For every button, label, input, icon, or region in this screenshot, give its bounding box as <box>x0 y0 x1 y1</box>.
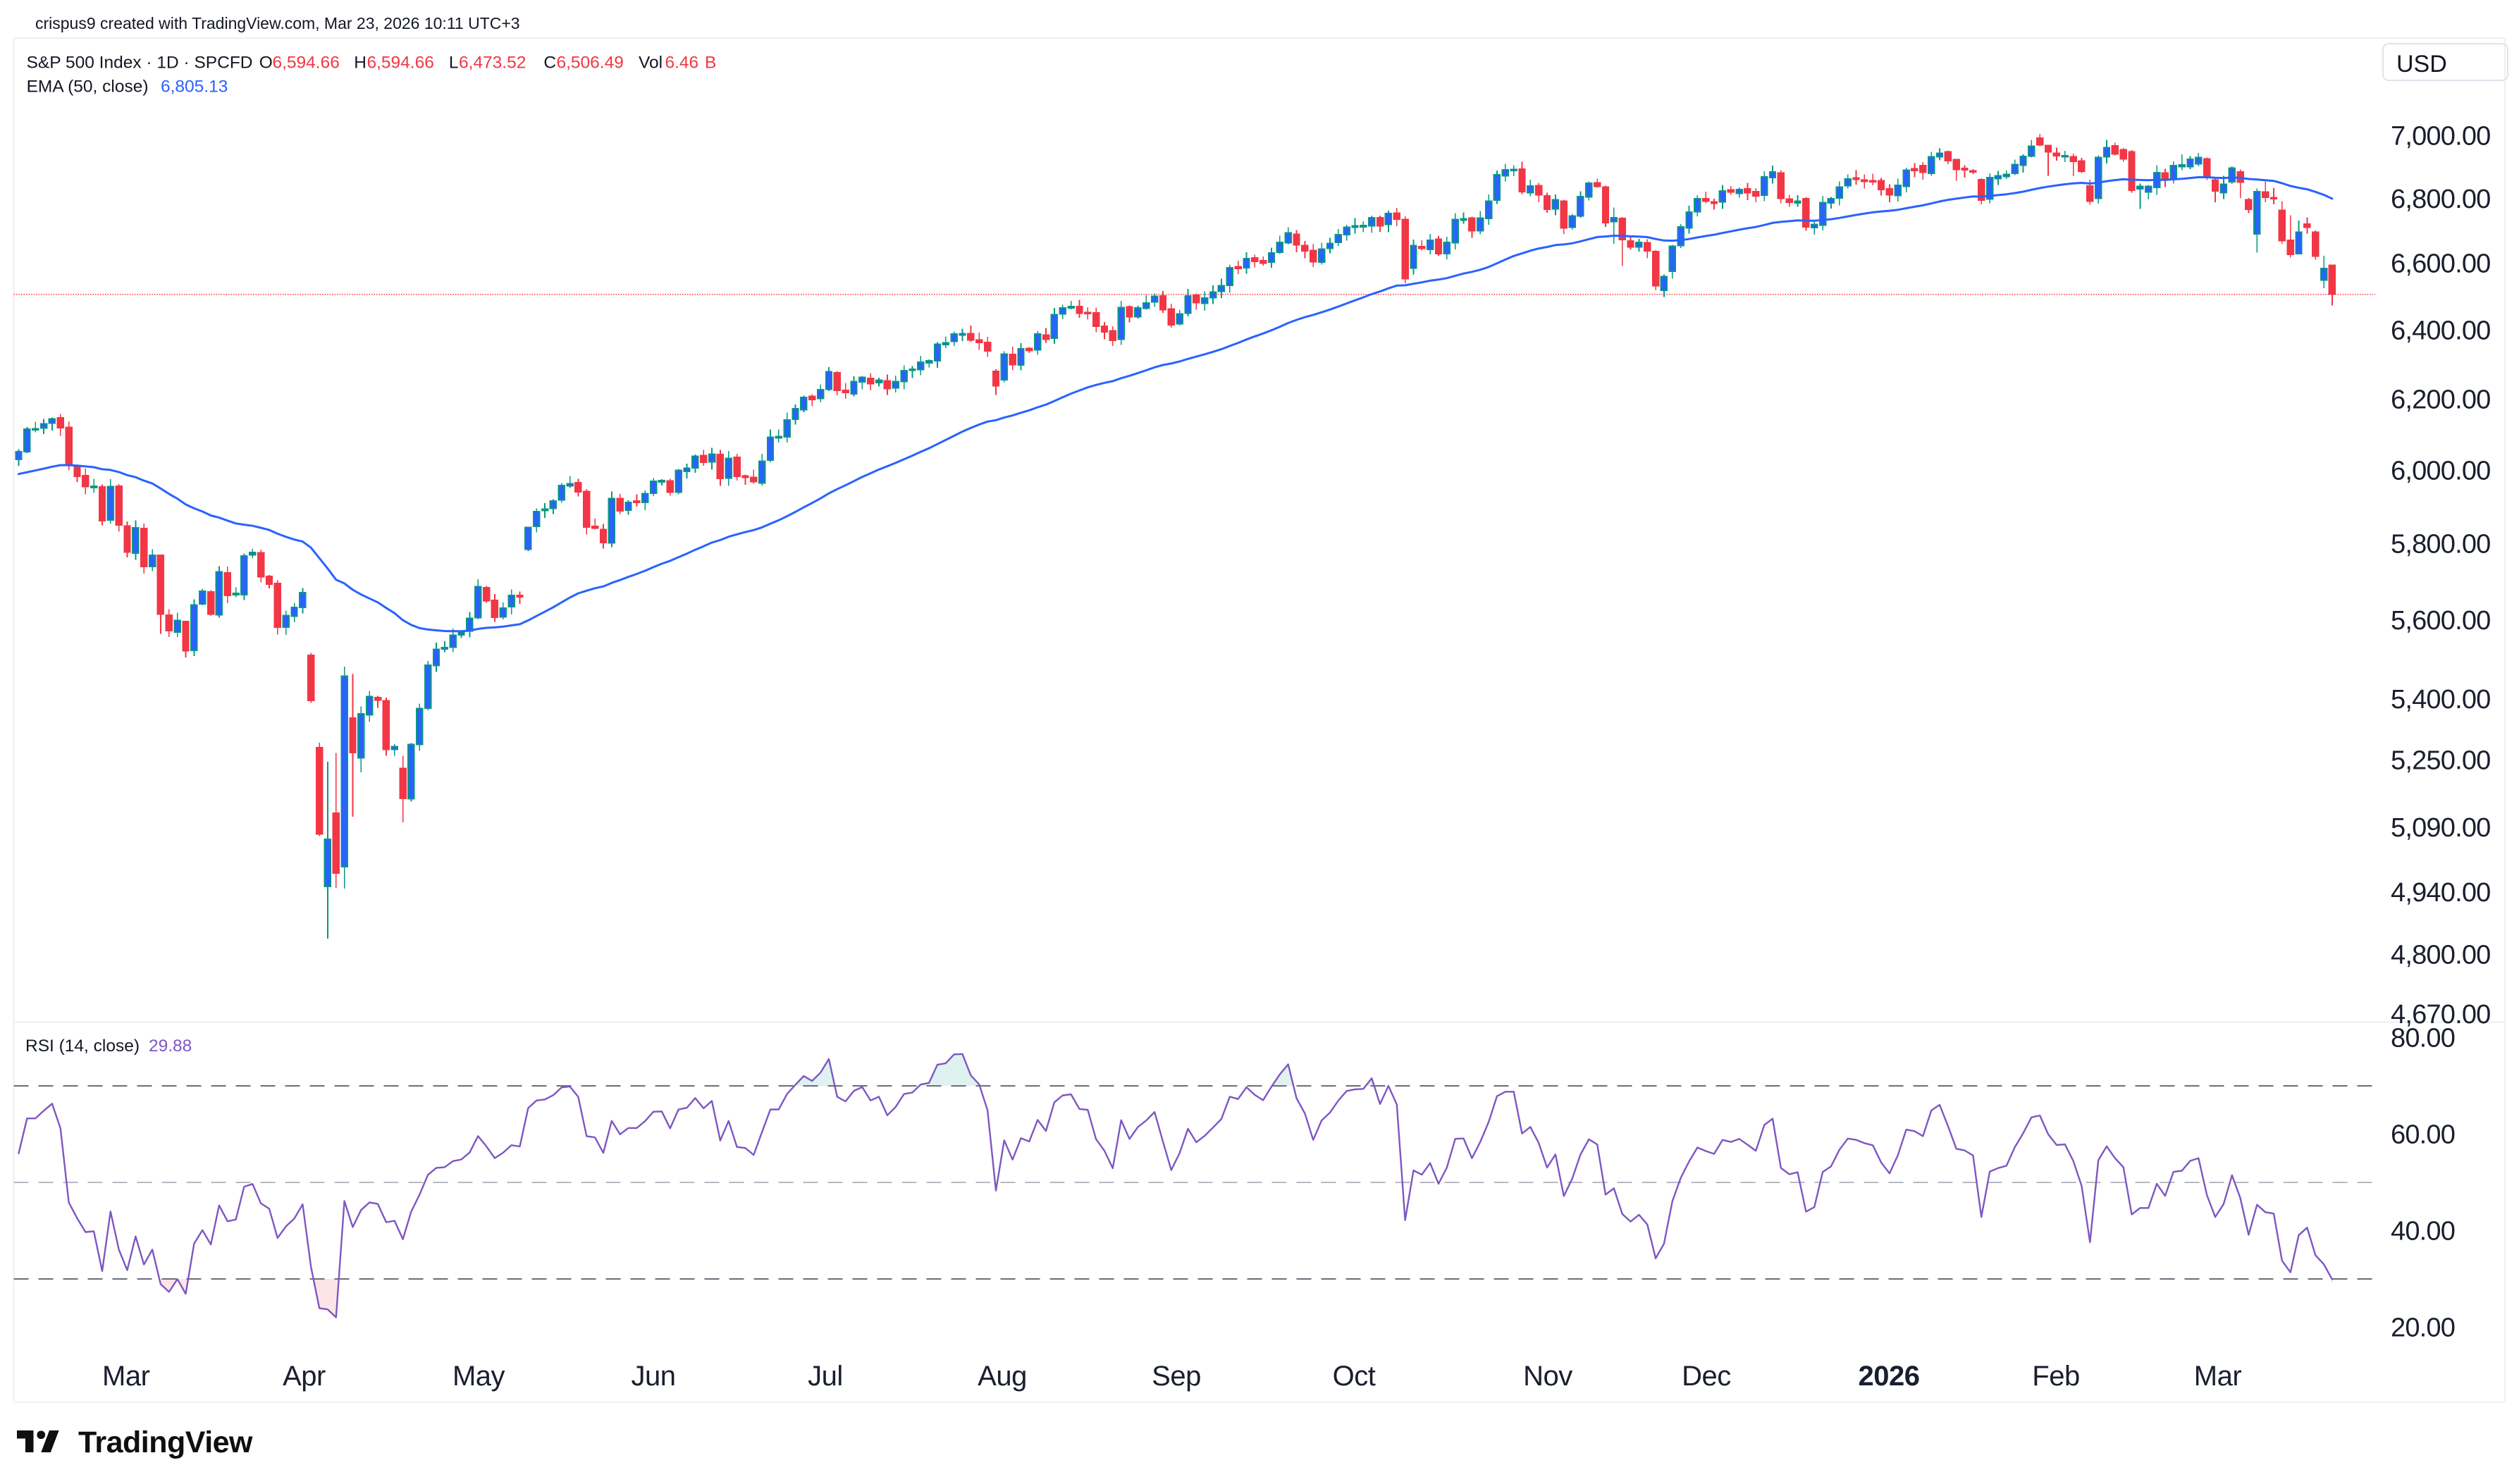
svg-text:Dec: Dec <box>1682 1361 1731 1392</box>
svg-text:6,594.66: 6,594.66 <box>367 54 434 73</box>
svg-text:5,090.00: 5,090.00 <box>2391 813 2491 843</box>
svg-text:Nov: Nov <box>1523 1361 1572 1392</box>
svg-text:EMA (50, close): EMA (50, close) <box>27 78 149 97</box>
svg-text:TradingView: TradingView <box>78 1426 253 1459</box>
svg-text:4,800.00: 4,800.00 <box>2391 941 2491 970</box>
svg-text:40.00: 40.00 <box>2391 1216 2455 1246</box>
svg-text:O: O <box>259 54 273 73</box>
svg-text:May: May <box>452 1361 505 1392</box>
svg-text:Feb: Feb <box>2032 1361 2079 1392</box>
svg-text:6,805.13: 6,805.13 <box>161 78 228 97</box>
svg-text:crispus9 created with TradingV: crispus9 created with TradingView.com, M… <box>35 14 520 32</box>
svg-text:Oct: Oct <box>1333 1361 1376 1392</box>
svg-text:7,000.00: 7,000.00 <box>2391 122 2491 152</box>
svg-text:20.00: 20.00 <box>2391 1313 2455 1342</box>
svg-text:6,400.00: 6,400.00 <box>2391 316 2491 346</box>
svg-text:H: H <box>354 54 367 73</box>
svg-text:6,473.52: 6,473.52 <box>459 54 526 73</box>
svg-text:4,670.00: 4,670.00 <box>2391 1000 2491 1029</box>
svg-text:Jun: Jun <box>632 1361 676 1392</box>
svg-text:Mar: Mar <box>2194 1361 2242 1392</box>
svg-text:Jul: Jul <box>808 1361 843 1392</box>
svg-text:Mar: Mar <box>102 1361 150 1392</box>
svg-text:6.46: 6.46 <box>665 54 699 73</box>
svg-text:Aug: Aug <box>978 1361 1027 1392</box>
svg-text:29.88: 29.88 <box>149 1037 192 1056</box>
svg-text:5,600.00: 5,600.00 <box>2391 606 2491 636</box>
svg-text:80.00: 80.00 <box>2391 1023 2455 1053</box>
svg-text:6,800.00: 6,800.00 <box>2391 185 2491 214</box>
svg-text:5,400.00: 5,400.00 <box>2391 685 2491 715</box>
svg-text:Vol: Vol <box>639 54 663 73</box>
svg-text:6,200.00: 6,200.00 <box>2391 385 2491 414</box>
svg-text:S&P 500 Index · 1D · SPCFD: S&P 500 Index · 1D · SPCFD <box>27 54 253 73</box>
svg-text:Sep: Sep <box>1152 1361 1201 1392</box>
svg-text:6,506.49: 6,506.49 <box>557 54 624 73</box>
svg-text:2026: 2026 <box>1859 1361 1920 1392</box>
svg-text:5,250.00: 5,250.00 <box>2391 746 2491 776</box>
svg-text:6,000.00: 6,000.00 <box>2391 456 2491 486</box>
svg-text:RSI (14, close): RSI (14, close) <box>25 1037 140 1056</box>
svg-text:USD: USD <box>2396 51 2447 78</box>
svg-text:4,940.00: 4,940.00 <box>2391 878 2491 908</box>
svg-text:5,800.00: 5,800.00 <box>2391 530 2491 559</box>
svg-text:60.00: 60.00 <box>2391 1120 2455 1149</box>
svg-text:B: B <box>705 54 716 73</box>
svg-text:C: C <box>543 54 556 73</box>
svg-text:L: L <box>449 54 459 73</box>
svg-text:Apr: Apr <box>283 1361 326 1392</box>
svg-text:6,594.66: 6,594.66 <box>273 54 340 73</box>
svg-text:6,600.00: 6,600.00 <box>2391 249 2491 279</box>
